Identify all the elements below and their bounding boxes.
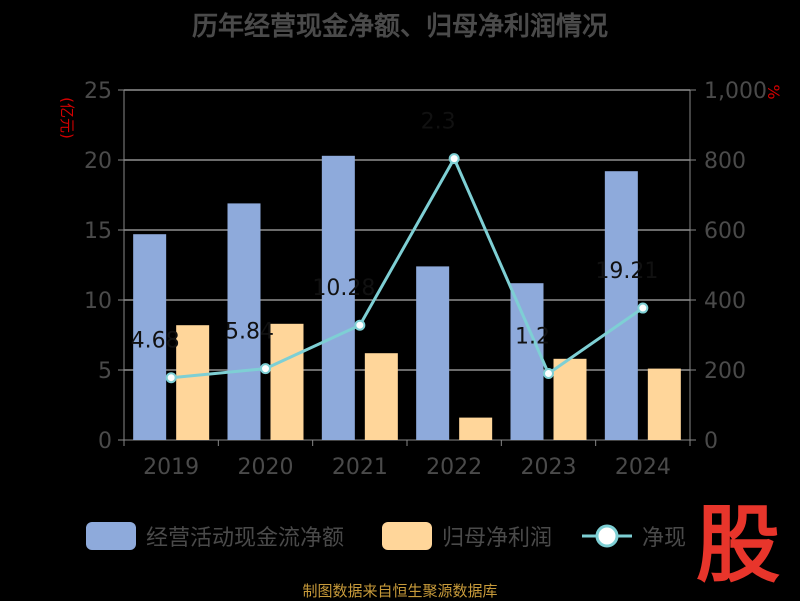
legend-label-cashflow: 经营活动现金流净额	[146, 526, 344, 551]
ratio-point	[637, 302, 649, 314]
brand-logo: 股	[695, 496, 780, 594]
ratio-data-label: 1.2	[515, 325, 550, 350]
chart-title: 历年经营现金净额、归母净利润情况	[191, 12, 608, 42]
x-tick-label: 2023	[521, 455, 577, 480]
bar-net-profit	[364, 353, 398, 440]
bar-net-profit	[270, 323, 304, 440]
x-tick-label: 2022	[426, 455, 482, 480]
right-tick-label: 0	[704, 429, 718, 454]
ratio-data-label: 19.21	[595, 259, 658, 284]
ratio-point	[165, 372, 177, 384]
left-tick-label: 5	[98, 359, 112, 384]
bar-operating-cashflow	[321, 155, 355, 441]
bar-net-profit	[176, 325, 210, 440]
left-tick-label: 0	[98, 429, 112, 454]
bar-net-profit	[459, 417, 493, 440]
x-tick-label: 2021	[332, 455, 388, 480]
bar-net-profit	[647, 368, 681, 440]
right-tick-label: 800	[704, 149, 746, 174]
legend-label-ratio: 净现	[642, 526, 686, 551]
right-axis-unit: %	[764, 84, 783, 99]
left-tick-label: 25	[84, 79, 112, 104]
legend-swatch-ratio-point	[595, 524, 619, 548]
ratio-point	[260, 363, 271, 375]
bar-operating-cashflow	[604, 171, 638, 440]
x-tick-label: 2019	[143, 455, 199, 480]
bar-operating-cashflow	[133, 234, 167, 440]
left-axis-unit: (亿元)	[58, 97, 76, 139]
ratio-data-label: 2.3	[421, 110, 456, 135]
ratio-line	[171, 155, 644, 380]
bar-net-profit	[553, 358, 587, 440]
left-tick-label: 20	[84, 149, 112, 174]
ratio-point	[543, 368, 554, 379]
source-note: 制图数据来自恒生聚源数据库	[302, 582, 498, 600]
left-tick-label: 15	[84, 219, 112, 244]
right-tick-label: 400	[704, 289, 746, 314]
legend-swatch-profit	[382, 522, 432, 550]
right-tick-label: 600	[704, 219, 746, 244]
right-tick-label: 200	[704, 359, 746, 384]
ratio-point	[354, 319, 366, 331]
ratio-data-label: 10.28	[312, 276, 375, 301]
legend-label-profit: 归母净利润	[442, 526, 552, 551]
bar-operating-cashflow	[416, 266, 450, 440]
bar-operating-cashflow	[227, 203, 261, 440]
x-tick-label: 2024	[615, 455, 671, 480]
x-tick-label: 2020	[238, 455, 294, 480]
legend-swatch-cashflow	[86, 522, 136, 550]
ratio-data-label: 4.68	[131, 329, 180, 354]
ratio-data-label: 5.84	[225, 320, 274, 345]
right-tick-label: 1,000	[704, 79, 767, 104]
ratio-point	[448, 153, 460, 165]
left-tick-label: 10	[84, 289, 112, 314]
bar-operating-cashflow	[510, 283, 544, 440]
